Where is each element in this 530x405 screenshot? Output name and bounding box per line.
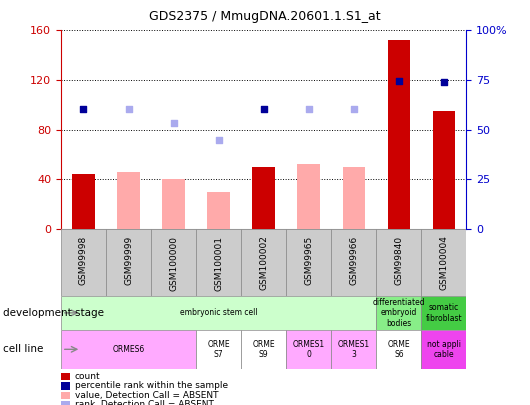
Text: ORME
S7: ORME S7 — [207, 340, 230, 359]
Bar — [286, 330, 331, 369]
Text: GSM99999: GSM99999 — [124, 236, 133, 285]
Point — [440, 79, 448, 86]
Bar — [421, 296, 466, 330]
Point — [394, 78, 403, 85]
Text: GSM100001: GSM100001 — [214, 236, 223, 290]
Bar — [297, 164, 320, 229]
Bar — [61, 296, 376, 330]
Bar — [196, 229, 241, 296]
Bar — [376, 330, 421, 369]
Text: ORMES1
3: ORMES1 3 — [338, 340, 370, 359]
Bar — [252, 167, 275, 229]
Point — [259, 105, 268, 112]
Bar — [61, 330, 196, 369]
Bar — [151, 229, 196, 296]
Bar — [376, 229, 421, 296]
Bar — [421, 330, 466, 369]
Bar — [342, 167, 365, 229]
Text: development stage: development stage — [3, 308, 104, 318]
Text: GSM100004: GSM100004 — [439, 236, 448, 290]
Point — [80, 105, 88, 112]
Bar — [432, 111, 455, 229]
Point — [169, 120, 178, 127]
Bar — [196, 330, 241, 369]
Text: rank, Detection Call = ABSENT: rank, Detection Call = ABSENT — [75, 400, 214, 405]
Text: GSM100002: GSM100002 — [259, 236, 268, 290]
Text: GSM100000: GSM100000 — [169, 236, 178, 290]
Text: GSM99840: GSM99840 — [394, 236, 403, 285]
Text: GSM99965: GSM99965 — [304, 236, 313, 285]
Bar — [117, 172, 140, 229]
Bar — [241, 229, 286, 296]
Text: ORMES1
0: ORMES1 0 — [293, 340, 325, 359]
Point — [350, 105, 358, 112]
Text: somatic
fibroblast: somatic fibroblast — [426, 303, 462, 322]
Bar — [106, 229, 151, 296]
Point — [304, 105, 313, 112]
Text: not appli
cable: not appli cable — [427, 340, 461, 359]
Bar — [72, 174, 95, 229]
Bar — [376, 296, 421, 330]
Bar — [331, 330, 376, 369]
Text: count: count — [75, 372, 100, 381]
Text: value, Detection Call = ABSENT: value, Detection Call = ABSENT — [75, 391, 218, 400]
Bar — [387, 40, 410, 229]
Text: ORME
S6: ORME S6 — [387, 340, 410, 359]
Text: GDS2375 / MmugDNA.20601.1.S1_at: GDS2375 / MmugDNA.20601.1.S1_at — [149, 10, 381, 23]
Text: ORMES6: ORMES6 — [112, 345, 145, 354]
Text: GSM99966: GSM99966 — [349, 236, 358, 285]
Text: percentile rank within the sample: percentile rank within the sample — [75, 382, 228, 390]
Bar — [286, 229, 331, 296]
Text: ORME
S9: ORME S9 — [252, 340, 275, 359]
Bar — [162, 179, 185, 229]
Bar — [331, 229, 376, 296]
Text: cell line: cell line — [3, 344, 43, 354]
Text: embryonic stem cell: embryonic stem cell — [180, 308, 258, 318]
Point — [124, 105, 132, 112]
Point — [214, 136, 223, 143]
Text: GSM99998: GSM99998 — [79, 236, 88, 285]
Bar — [421, 229, 466, 296]
Bar — [61, 229, 106, 296]
Bar — [207, 192, 230, 229]
Bar — [241, 330, 286, 369]
Text: differentiated
embryoid
bodies: differentiated embryoid bodies — [373, 298, 425, 328]
